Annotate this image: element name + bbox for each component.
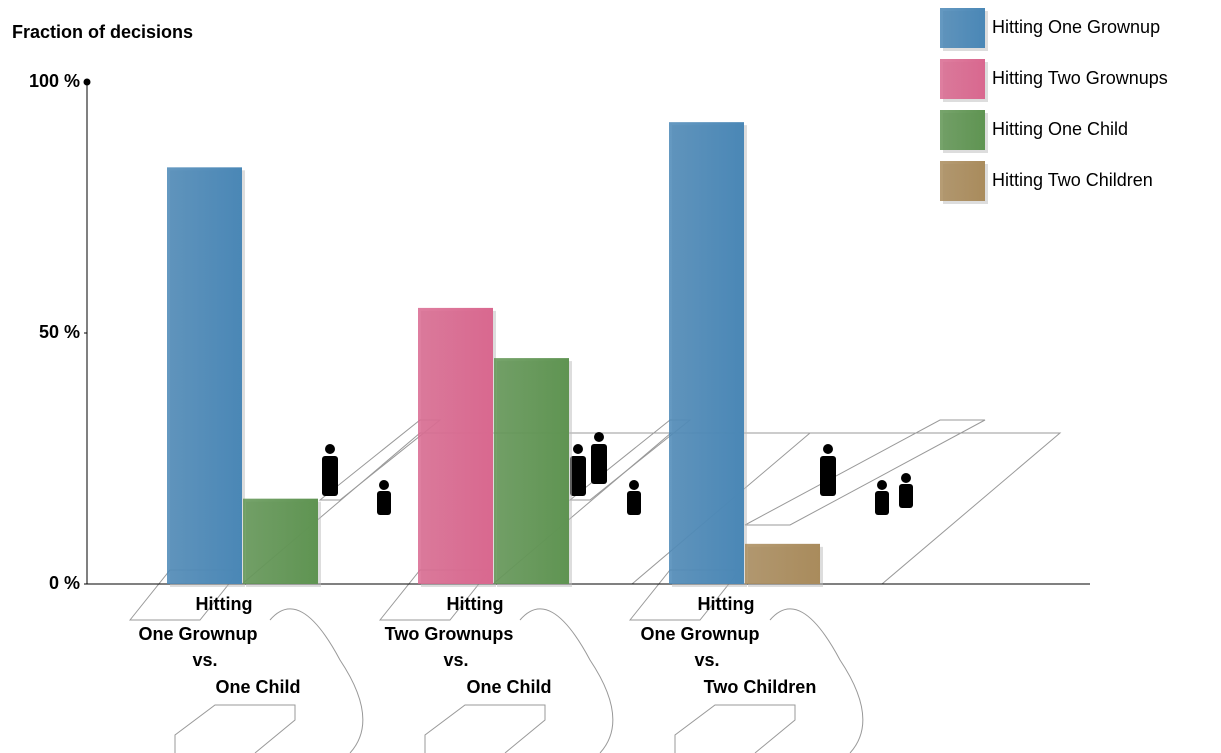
y-tick-label: 0 % bbox=[49, 573, 80, 593]
x-tick-label: Hitting bbox=[196, 594, 253, 614]
legend-label: Hitting One Child bbox=[992, 119, 1128, 139]
bar bbox=[167, 167, 242, 584]
x-tick-label: One Child bbox=[216, 677, 301, 697]
legend-label: Hitting Two Grownups bbox=[992, 68, 1168, 88]
x-tick-label: One Grownup bbox=[641, 624, 760, 644]
y-tick-label: 50 % bbox=[39, 322, 80, 342]
legend-label: Hitting One Grownup bbox=[992, 17, 1160, 37]
x-tick-label: vs. bbox=[192, 650, 217, 670]
y-axis-title: Fraction of decisions bbox=[12, 22, 193, 42]
bar bbox=[418, 307, 493, 584]
x-tick-label: vs. bbox=[443, 650, 468, 670]
bar bbox=[669, 122, 744, 584]
bar bbox=[745, 543, 820, 584]
bar bbox=[243, 498, 318, 584]
people bbox=[322, 432, 913, 515]
x-tick-label: One Child bbox=[467, 677, 552, 697]
legend-swatch bbox=[940, 110, 985, 150]
legend-swatch bbox=[940, 8, 985, 48]
legend-label: Hitting Two Children bbox=[992, 170, 1153, 190]
y-tick-label: 100 % bbox=[29, 71, 80, 91]
legend-swatch bbox=[940, 161, 985, 201]
x-tick-label: Two Children bbox=[704, 677, 817, 697]
x-tick-label: vs. bbox=[694, 650, 719, 670]
x-tick-label: Hitting bbox=[698, 594, 755, 614]
x-tick-label: Hitting bbox=[447, 594, 504, 614]
legend-swatch bbox=[940, 59, 985, 99]
x-tick-label: One Grownup bbox=[139, 624, 258, 644]
decor bbox=[128, 419, 1062, 753]
bar bbox=[494, 358, 569, 584]
x-tick-label: Two Grownups bbox=[385, 624, 514, 644]
